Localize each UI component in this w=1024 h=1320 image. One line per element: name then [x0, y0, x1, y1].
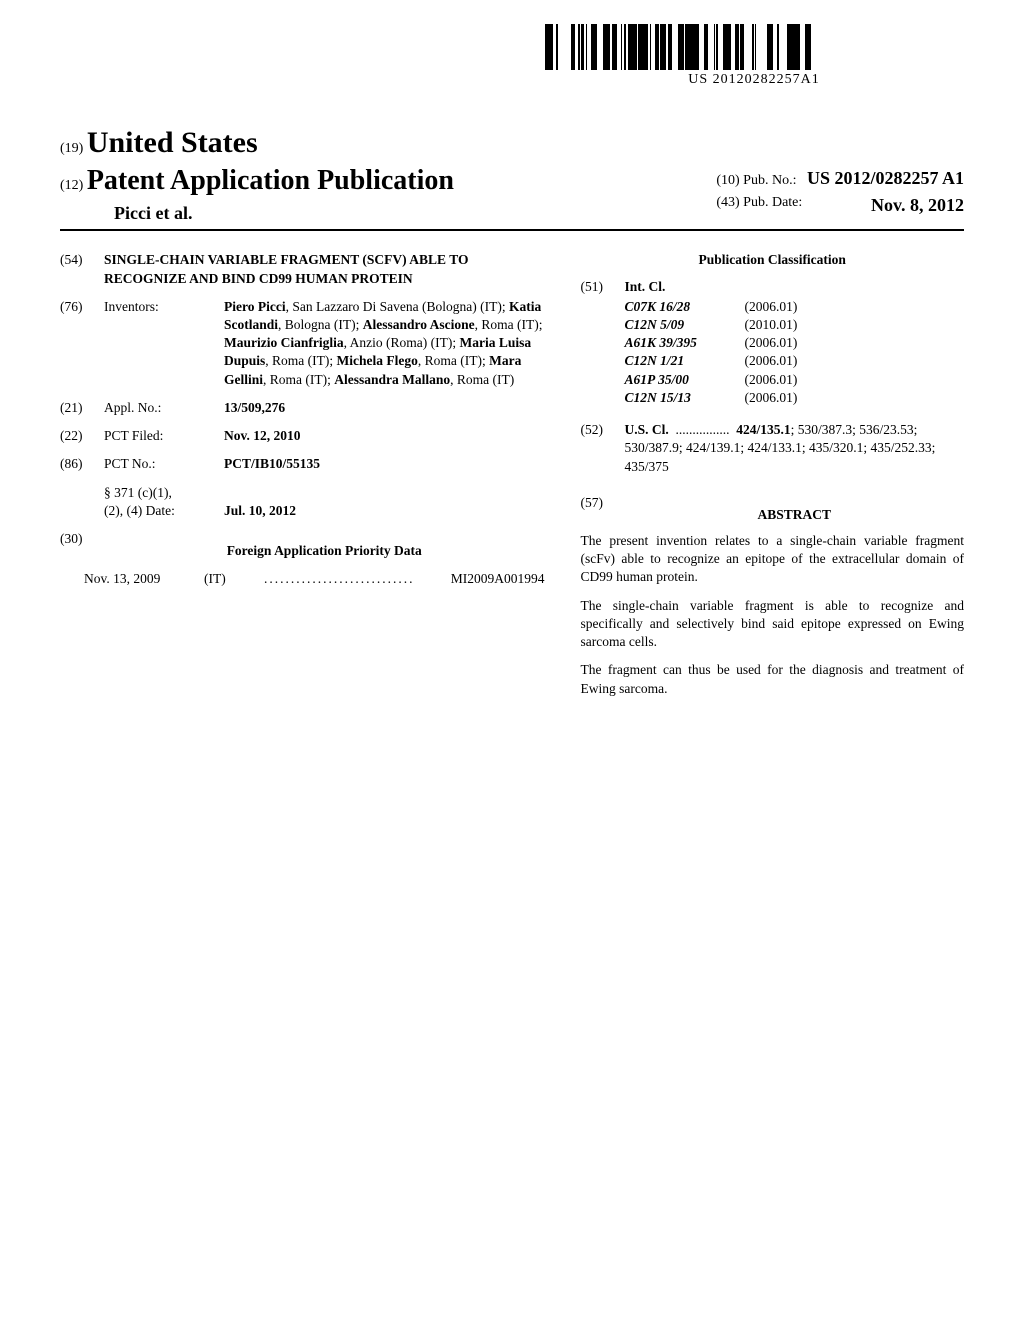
- country: United States: [87, 126, 258, 159]
- intcl-year: (2006.01): [745, 371, 845, 389]
- s371-row: § 371 (c)(1), (2), (4) Date: Jul. 10, 20…: [104, 484, 545, 520]
- pctfiled: Nov. 12, 2010: [224, 428, 301, 443]
- inventor-loc: , San Lazzaro Di Savena (Bologna) (IT);: [286, 299, 509, 314]
- intcl-code: C12N 15/13: [625, 389, 745, 407]
- s371-label2: (2), (4) Date:: [104, 503, 175, 518]
- header-left: (19) United States (12) Patent Applicati…: [60, 126, 454, 223]
- pubno-label: Pub. No.:: [743, 173, 796, 188]
- intcl-code: C07K 16/28: [625, 298, 745, 316]
- intcl-row: (51) Int. Cl.: [581, 278, 965, 296]
- inventor-name: Piero Picci: [224, 299, 286, 314]
- intcl-entry: C12N 5/09(2010.01): [625, 316, 965, 334]
- foreign-heading: Foreign Application Priority Data: [104, 542, 545, 560]
- intcl-code: A61K 39/395: [625, 334, 745, 352]
- prefix-12: (12): [60, 178, 83, 193]
- inventors-body: Piero Picci, San Lazzaro Di Savena (Bolo…: [224, 298, 545, 389]
- foreign-section: (30) Foreign Application Priority Data N…: [60, 530, 545, 588]
- applno: 13/509,276: [224, 400, 285, 415]
- prefix-10: (10): [716, 173, 739, 188]
- intcl-code: A61P 35/00: [625, 371, 745, 389]
- uscl-first: 424/135.1: [736, 422, 790, 437]
- inventors-label: Inventors:: [104, 298, 224, 389]
- foreign-cc: (IT): [204, 570, 264, 588]
- pctno: PCT/IB10/55135: [224, 456, 320, 471]
- n51: (51): [581, 278, 625, 296]
- n22: (22): [60, 427, 104, 445]
- inventor-name: Maurizio Cianfriglia: [224, 335, 344, 350]
- intcl-year: (2010.01): [745, 316, 845, 334]
- intcl-year: (2006.01): [745, 389, 845, 407]
- applno-row: (21) Appl. No.: 13/509,276: [60, 399, 545, 417]
- intcl-entry: A61P 35/00(2006.01): [625, 371, 965, 389]
- abstract-p1: The present invention relates to a singl…: [581, 532, 965, 587]
- inventor-loc: , Roma (IT);: [263, 372, 334, 387]
- inventor-name: Alessandra Mallano: [334, 372, 450, 387]
- pctno-label: PCT No.:: [104, 455, 224, 473]
- n30: (30): [60, 530, 104, 570]
- inventor-loc: , Roma (IT);: [418, 353, 489, 368]
- divider-rule: [60, 229, 964, 231]
- inventor-loc: , Roma (IT);: [475, 317, 543, 332]
- inventor-name: Michela Flego: [337, 353, 418, 368]
- pubdate-label: Pub. Date:: [743, 195, 802, 210]
- s371-date: Jul. 10, 2012: [224, 503, 296, 518]
- invention-title: SINGLE-CHAIN VARIABLE FRAGMENT (SCFV) AB…: [104, 251, 545, 287]
- inventor-loc: , Bologna (IT);: [278, 317, 363, 332]
- intcl-entry: C07K 16/28(2006.01): [625, 298, 965, 316]
- pub-date: Nov. 8, 2012: [871, 192, 964, 219]
- pctfiled-label: PCT Filed:: [104, 427, 224, 445]
- abstract-body: The present invention relates to a singl…: [581, 532, 965, 698]
- uscl-label: U.S. Cl.: [625, 422, 669, 437]
- n86: (86): [60, 455, 104, 473]
- intcl-year: (2006.01): [745, 334, 845, 352]
- uscl-row: (52) U.S. Cl. ................ 424/135.1…: [581, 421, 965, 476]
- pctno-row: (86) PCT No.: PCT/IB10/55135: [60, 455, 545, 473]
- title-row: (54) SINGLE-CHAIN VARIABLE FRAGMENT (SCF…: [60, 251, 545, 287]
- n52: (52): [581, 421, 625, 476]
- inventor-name: Alessandro Ascione: [363, 317, 475, 332]
- barcode: [544, 24, 964, 70]
- foreign-appno: MI2009A001994: [415, 570, 545, 588]
- pubclass-heading: Publication Classification: [581, 251, 965, 269]
- prefix-43: (43): [716, 195, 739, 210]
- intcl-code: C12N 1/21: [625, 352, 745, 370]
- prefix-19: (19): [60, 141, 83, 156]
- abstract-p3: The fragment can thus be used for the di…: [581, 661, 965, 697]
- inventor-loc: , Roma (IT);: [265, 353, 336, 368]
- intcl-entry: C12N 1/21(2006.01): [625, 352, 965, 370]
- header-row: (19) United States (12) Patent Applicati…: [60, 126, 964, 223]
- foreign-row: Nov. 13, 2009 (IT) .....................…: [84, 570, 545, 588]
- abstract-p2: The single-chain variable fragment is ab…: [581, 597, 965, 652]
- n76: (76): [60, 298, 104, 389]
- right-column: Publication Classification (51) Int. Cl.…: [581, 251, 965, 707]
- pctfiled-row: (22) PCT Filed: Nov. 12, 2010: [60, 427, 545, 445]
- s371-label1: § 371 (c)(1),: [104, 485, 172, 500]
- applno-label: Appl. No.:: [104, 399, 224, 417]
- authors: Picci et al.: [114, 203, 454, 224]
- foreign-dots: ............................: [264, 570, 415, 588]
- n57: (57): [581, 494, 625, 512]
- n21: (21): [60, 399, 104, 417]
- inventors-row: (76) Inventors: Piero Picci, San Lazzaro…: [60, 298, 545, 389]
- intcl-code: C12N 5/09: [625, 316, 745, 334]
- foreign-date: Nov. 13, 2009: [84, 570, 204, 588]
- intcl-entry: C12N 15/13(2006.01): [625, 389, 965, 407]
- barcode-block: US 20120282257A1: [544, 24, 964, 88]
- abstract-heading: ABSTRACT: [581, 506, 965, 524]
- abstract-section: (57) ABSTRACT: [581, 494, 965, 532]
- barcode-text: US 20120282257A1: [544, 72, 964, 88]
- intcl-label: Int. Cl.: [625, 279, 666, 294]
- inventor-loc: , Anzio (Roma) (IT);: [344, 335, 460, 350]
- n54: (54): [60, 251, 104, 287]
- intcl-year: (2006.01): [745, 298, 845, 316]
- body-columns: (54) SINGLE-CHAIN VARIABLE FRAGMENT (SCF…: [60, 251, 964, 707]
- intcl-year: (2006.01): [745, 352, 845, 370]
- pub-number: US 2012/0282257 A1: [807, 168, 964, 188]
- header-right: (10) Pub. No.: US 2012/0282257 A1 (43) P…: [716, 165, 964, 223]
- intcl-entry: A61K 39/395(2006.01): [625, 334, 965, 352]
- inventor-loc: , Roma (IT): [450, 372, 514, 387]
- left-column: (54) SINGLE-CHAIN VARIABLE FRAGMENT (SCF…: [60, 251, 545, 707]
- doc-type: Patent Application Publication: [87, 165, 454, 196]
- intcl-table: C07K 16/28(2006.01)C12N 5/09(2010.01)A61…: [625, 298, 965, 407]
